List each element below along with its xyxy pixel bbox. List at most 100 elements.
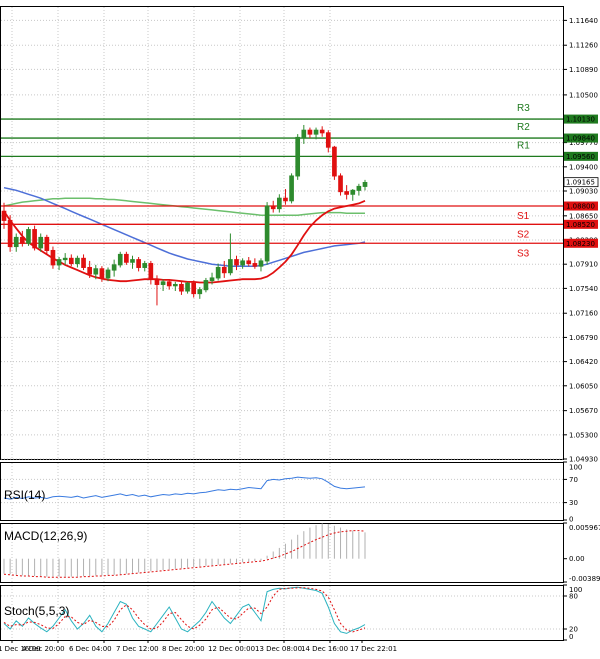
stoch-signal-line [3, 587, 366, 633]
level-price-tag [564, 201, 598, 211]
level-name-r2: R2 [517, 122, 530, 133]
candle-bull [197, 289, 203, 295]
level-price-tag [564, 238, 598, 248]
level-name-r1: R1 [517, 140, 530, 151]
price-tick-label: 1.07540 [569, 285, 598, 293]
time-tick-label: 1 Dec 16:00 [0, 645, 41, 653]
candle-bull [228, 259, 233, 274]
rsi-panel: 100 70 30 0 RSI(14) [0, 461, 582, 524]
rsi-tick-label: 100 [569, 464, 582, 472]
candle-bull [295, 136, 301, 177]
candle-bull [203, 280, 209, 291]
stoch-main-line [3, 586, 366, 634]
candle-bear [148, 263, 154, 280]
level-price-tag [564, 114, 598, 124]
candle-bear [344, 191, 349, 195]
candle-bear [1, 210, 7, 221]
candle-bull [26, 229, 31, 244]
ma-red-line [3, 199, 366, 284]
stoch-tick-label: 0 [569, 633, 573, 641]
candle-bull [362, 181, 368, 187]
candle-bear [319, 129, 325, 134]
level-price-label: 1.09560 [566, 153, 595, 161]
candle-bull [264, 205, 270, 262]
time-tick-label: 4 Dec 20:00 [22, 645, 65, 653]
level-price-tag [564, 151, 598, 161]
candle-bull [75, 257, 80, 265]
candle-bear [20, 236, 25, 244]
candle-bear [124, 253, 129, 263]
candle-bull [62, 257, 68, 261]
time-tick-label: 14 Dec 16:00 [301, 645, 348, 653]
price-tick-label: 1.05670 [569, 407, 598, 415]
stoch-tick-label: 20 [569, 626, 578, 634]
candle-bull [111, 264, 117, 271]
candle-bear [44, 236, 50, 251]
level-price-label: 1.08800 [566, 203, 595, 211]
candle-bear [50, 249, 56, 266]
macd-frame [0, 523, 564, 583]
price-tick-label: 1.10500 [569, 91, 598, 99]
macd-signal-line [3, 530, 366, 578]
stoch-frame [0, 585, 564, 641]
candle-bull [258, 260, 264, 267]
time-tick-label: 12 Dec 00:00 [208, 645, 255, 653]
stoch-tick-label: 80 [569, 593, 578, 601]
level-name-s2: S2 [517, 229, 530, 240]
candle-bear [246, 260, 252, 265]
price-tick-label: 1.08650 [569, 212, 598, 220]
candle-bull [93, 268, 99, 275]
candle-bull [215, 266, 221, 279]
rsi-title: RSI(14) [4, 488, 45, 502]
candle-bear [325, 132, 331, 148]
macd-title: MACD(12,26,9) [4, 529, 87, 543]
candle-bear [136, 259, 141, 268]
price-tick-label: 1.09400 [569, 163, 598, 171]
candle-bear [81, 257, 86, 268]
candle-bull [277, 197, 282, 210]
candle-bull [172, 283, 178, 287]
rsi-tick-label: 30 [569, 499, 578, 507]
price-tick-label: 1.06420 [569, 358, 598, 366]
level-price-label: 1.09840 [566, 135, 595, 143]
price-tick-label: 1.11260 [569, 42, 598, 50]
stoch-tick-label: 100 [569, 586, 582, 594]
price-tick-label: 1.07160 [569, 310, 598, 318]
candle-bull [185, 282, 190, 292]
level-price-label: 1.10130 [566, 116, 595, 124]
candle-bear [307, 129, 313, 135]
candle-bear [332, 146, 337, 177]
price-tick-label: 1.06790 [569, 334, 598, 342]
candle-bull [38, 236, 44, 249]
level-price-label: 1.08520 [566, 221, 595, 229]
stoch-title: Stoch(5,5,3) [4, 604, 69, 618]
candle-bear [191, 282, 197, 295]
time-tick-label: 13 Dec 08:00 [255, 645, 302, 653]
candle-bear [234, 259, 239, 266]
candle-bear [87, 266, 92, 275]
rsi-frame [0, 462, 564, 521]
price-tick-label: 1.11640 [569, 17, 598, 25]
candle-bear [338, 175, 343, 193]
current-price-label: 1.09165 [566, 179, 595, 187]
current-price-tag [563, 177, 599, 188]
candle-bull [130, 259, 135, 263]
level-price-tag [564, 219, 598, 229]
candle-bull [313, 129, 319, 135]
candle-bear [252, 263, 258, 267]
level-price-tag [564, 133, 598, 143]
price-tick-label: 1.06050 [569, 382, 598, 390]
time-tick-label: 7 Dec 12:00 [116, 645, 159, 653]
candle-bull [289, 175, 294, 202]
time-tick-label: 6 Dec 04:00 [69, 645, 112, 653]
candle-bull [56, 259, 62, 266]
candle-bull [142, 263, 148, 268]
price-tick-label: 1.10890 [569, 66, 598, 74]
rsi-tick-label: 70 [569, 476, 578, 484]
price-tick-label: 1.09030 [569, 187, 598, 195]
rsi-line [3, 476, 366, 500]
candle-bull [356, 185, 362, 191]
ma-green-line [3, 197, 365, 216]
candle-bull [117, 253, 123, 266]
